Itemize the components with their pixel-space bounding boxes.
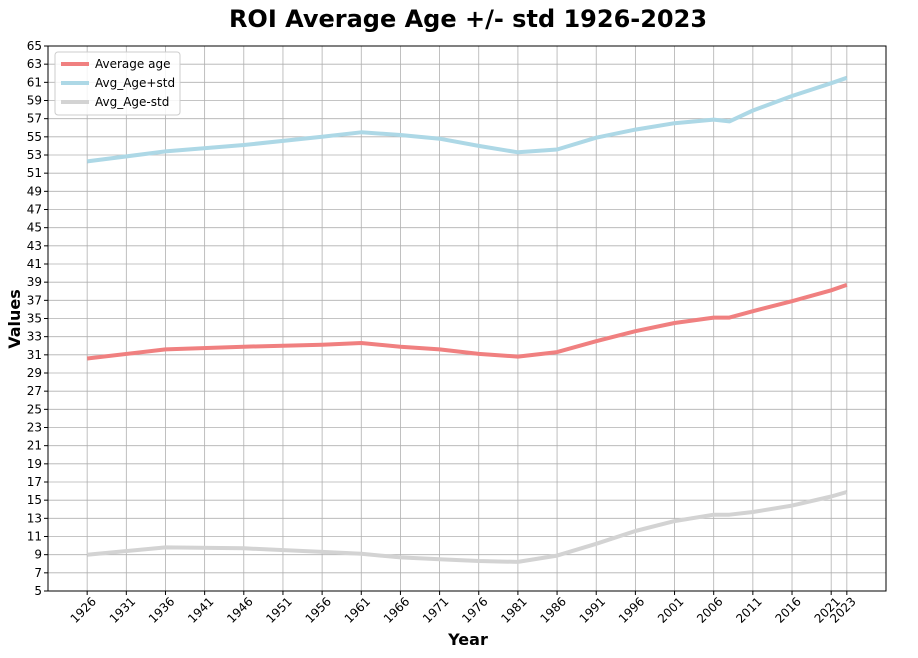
x-tick-label: 1976 (459, 594, 490, 625)
legend-label: Avg_Age+std (95, 76, 175, 90)
series-lines (86, 75, 848, 564)
x-tick-label: 1941 (185, 594, 216, 625)
x-tick-label: 1991 (577, 594, 608, 625)
y-tick-label: 49 (27, 184, 42, 198)
chart-title: ROI Average Age +/- std 1926-2023 (229, 5, 707, 33)
x-tick-label: 2001 (655, 594, 686, 625)
y-tick-label: 19 (27, 457, 42, 471)
y-tick-label: 7 (34, 566, 42, 580)
x-axis-ticks: 1926 1931 1936 1941 1946 1951 1956 1961 1966 1971… (68, 591, 859, 626)
legend-label: Average age (95, 57, 170, 71)
x-tick-label: 1996 (616, 594, 647, 625)
y-tick-label: 29 (27, 366, 42, 380)
x-axis-label: Year (447, 630, 488, 649)
y-tick-label: 57 (27, 112, 42, 126)
x-tick-label: 1956 (303, 594, 334, 625)
y-tick-label: 11 (27, 530, 42, 544)
y-tick-label: 31 (27, 348, 42, 362)
grid (48, 45, 886, 592)
series-line-average-age (86, 283, 848, 361)
y-tick-label: 45 (27, 221, 42, 235)
y-tick-label: 43 (27, 239, 42, 253)
y-tick-label: 59 (27, 94, 42, 108)
y-tick-label: 17 (27, 475, 42, 489)
x-tick-label: 1961 (342, 594, 373, 625)
legend: Average age Avg_Age+std Avg_Age-std (54, 51, 181, 116)
x-tick-label: 2006 (694, 594, 725, 625)
y-axis-label: Values (5, 289, 24, 349)
legend-box (54, 51, 181, 116)
y-tick-label: 15 (27, 493, 42, 507)
y-tick-label: 65 (27, 39, 42, 53)
x-tick-label: 1931 (107, 594, 138, 625)
x-tick-label: 2016 (772, 594, 803, 625)
y-tick-label: 63 (27, 57, 42, 71)
y-axis-ticks: 5791113151719212325272931333537394143454… (27, 39, 48, 598)
x-tick-label: 1936 (146, 594, 177, 625)
x-tick-label: 2011 (733, 594, 764, 625)
y-tick-label: 47 (27, 203, 42, 217)
y-tick-label: 39 (27, 275, 42, 289)
x-tick-label: 1966 (381, 594, 412, 625)
y-tick-label: 21 (27, 439, 42, 453)
y-tick-label: 13 (27, 511, 42, 525)
y-tick-label: 23 (27, 421, 42, 435)
y-tick-label: 35 (27, 312, 42, 326)
x-tick-label: 1971 (420, 594, 451, 625)
y-tick-label: 27 (27, 384, 42, 398)
series-line-avg-age-std (87, 490, 848, 564)
x-tick-label: 1986 (537, 594, 568, 625)
y-tick-label: 51 (27, 166, 42, 180)
y-tick-label: 9 (34, 548, 42, 562)
x-tick-label: 1951 (263, 594, 294, 625)
y-tick-label: 41 (27, 257, 42, 271)
y-tick-label: 53 (27, 148, 42, 162)
y-tick-label: 61 (27, 75, 42, 89)
y-tick-label: 37 (27, 293, 42, 307)
x-tick-label: 1946 (224, 594, 255, 625)
y-tick-label: 55 (27, 130, 42, 144)
x-tick-label: 1981 (498, 594, 529, 625)
x-tick-label: 1926 (68, 594, 99, 625)
y-tick-label: 5 (34, 584, 42, 598)
legend-label: Avg_Age-std (95, 95, 169, 109)
y-tick-label: 25 (27, 402, 42, 416)
y-tick-label: 33 (27, 330, 42, 344)
series-line-avg-age-std (86, 75, 848, 164)
